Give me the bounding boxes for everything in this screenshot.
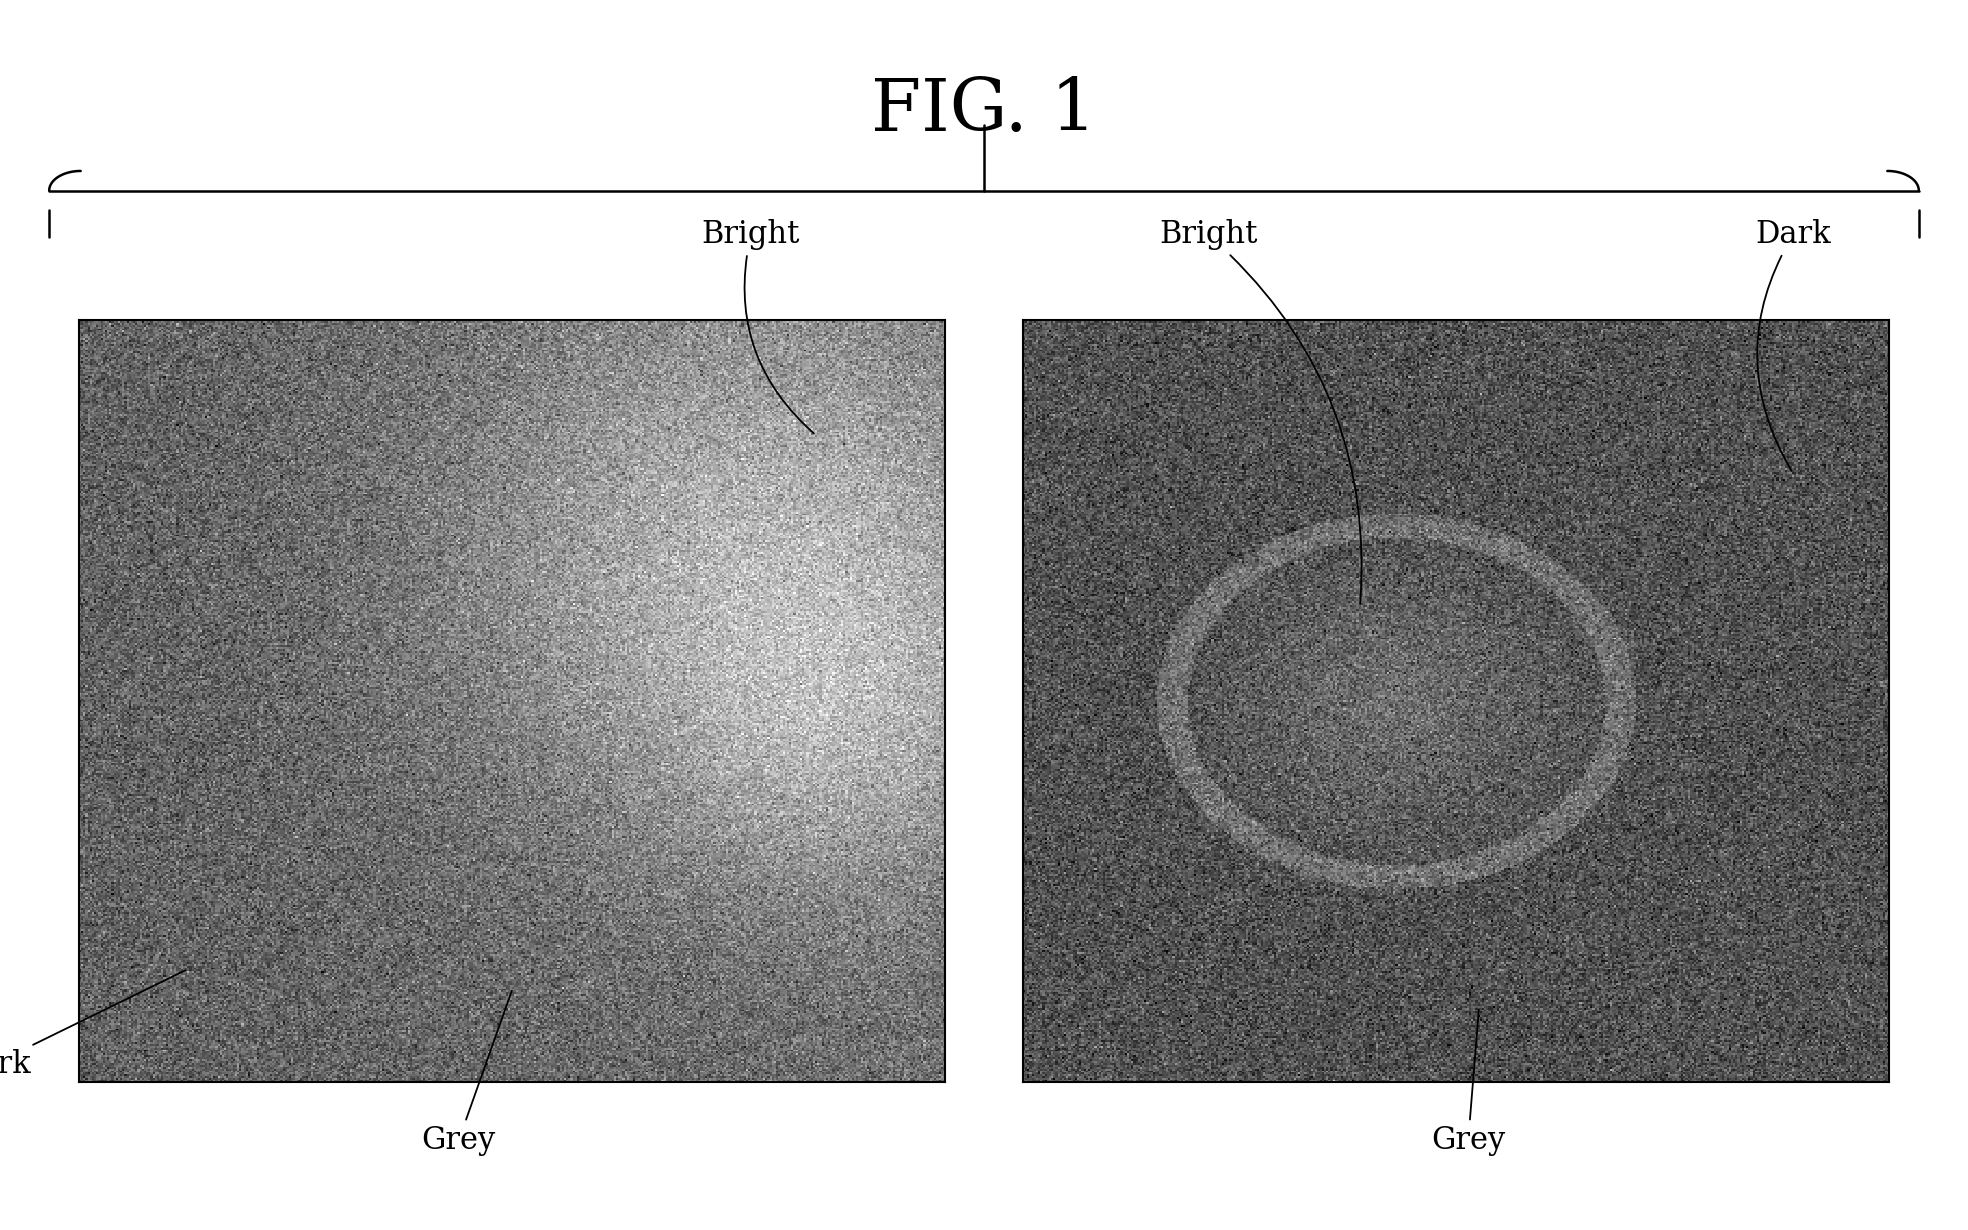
Text: Bright: Bright <box>703 219 813 433</box>
Text: Grey: Grey <box>1431 1010 1506 1156</box>
Text: Grey: Grey <box>421 990 512 1156</box>
Text: Dark: Dark <box>1755 219 1830 471</box>
Text: Bright: Bright <box>1159 219 1362 604</box>
Text: Dark: Dark <box>0 970 185 1080</box>
Text: FIG. 1: FIG. 1 <box>872 75 1096 146</box>
